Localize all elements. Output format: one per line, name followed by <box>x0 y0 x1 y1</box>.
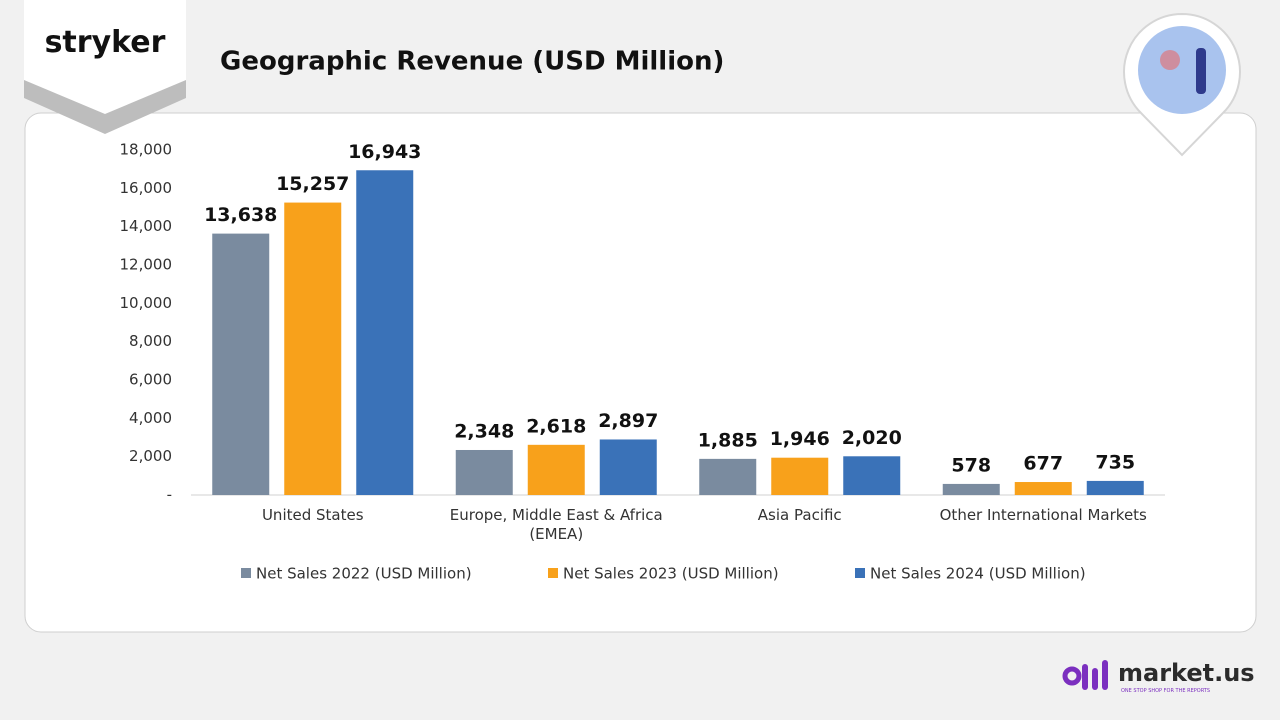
y-tick-label: 6,000 <box>129 371 172 389</box>
y-tick-label: 10,000 <box>120 294 173 312</box>
bar <box>284 202 342 496</box>
globe-icon <box>1138 26 1226 114</box>
bar <box>455 449 513 495</box>
x-tick-label: Europe, Middle East & Africa (EMEA) <box>449 506 663 543</box>
bar <box>843 456 901 495</box>
legend-label: Net Sales 2024 (USD Million) <box>870 565 1086 583</box>
bar <box>1014 482 1072 495</box>
value-label: 1,946 <box>770 428 830 450</box>
logo-badge <box>24 0 186 114</box>
y-tick-label: - <box>167 486 172 504</box>
value-label: 15,257 <box>276 173 349 195</box>
y-tick-label: 16,000 <box>120 179 173 197</box>
legend-swatch <box>548 568 558 578</box>
value-label: 2,020 <box>842 427 902 449</box>
brand-logo: stryker <box>45 25 166 60</box>
y-tick-label: 2,000 <box>129 447 172 465</box>
x-tick-label: United States <box>261 506 364 524</box>
bar <box>527 444 585 495</box>
chart-title: Geographic Revenue (USD Million) <box>220 47 724 77</box>
y-tick-label: 18,000 <box>120 141 173 159</box>
bar <box>212 233 270 496</box>
bar <box>599 439 657 495</box>
x-tick-label: Asia Pacific <box>757 506 842 524</box>
y-tick-label: 12,000 <box>120 256 173 274</box>
legend-swatch <box>241 568 251 578</box>
value-label: 2,618 <box>526 415 586 437</box>
y-tick-label: 8,000 <box>129 332 172 350</box>
bar <box>771 457 829 495</box>
bar <box>699 458 757 495</box>
legend-label: Net Sales 2023 (USD Million) <box>563 565 779 583</box>
footer-logo: market.us <box>1118 659 1255 687</box>
value-label: 13,638 <box>204 204 277 226</box>
value-label: 2,897 <box>598 410 658 432</box>
legend-swatch <box>855 568 865 578</box>
legend-label: Net Sales 2022 (USD Million) <box>256 565 472 583</box>
bar <box>942 483 1000 495</box>
footer-tagline: ONE STOP SHOP FOR THE REPORTS <box>1121 688 1210 694</box>
chart-panel <box>24 112 1257 633</box>
bar <box>356 170 414 496</box>
value-label: 677 <box>1023 453 1063 475</box>
person-icon <box>1196 48 1206 94</box>
bar <box>1086 480 1144 495</box>
y-tick-label: 14,000 <box>120 217 173 235</box>
x-tick-label: Other International Markets <box>939 506 1147 524</box>
y-tick-label: 4,000 <box>129 409 172 427</box>
globe-marker <box>1160 50 1180 70</box>
value-label: 735 <box>1095 451 1135 473</box>
value-label: 578 <box>951 454 991 476</box>
footer-logo-mark <box>1062 660 1108 690</box>
value-label: 1,885 <box>698 429 758 451</box>
value-label: 16,943 <box>348 141 421 163</box>
value-label: 2,348 <box>454 420 514 442</box>
